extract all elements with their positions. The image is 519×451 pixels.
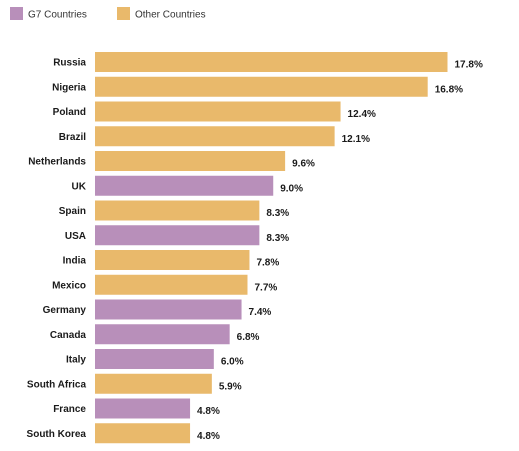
- category-label-germany: Germany: [43, 305, 87, 316]
- category-label-france: France: [53, 404, 86, 415]
- category-label-netherlands: Netherlands: [28, 157, 86, 168]
- category-label-mexico: Mexico: [52, 280, 86, 291]
- value-label-italy: 6.0%: [221, 357, 244, 368]
- category-label-russia: Russia: [53, 58, 86, 69]
- value-label-france: 4.8%: [197, 406, 220, 417]
- category-label-canada: Canada: [50, 330, 87, 341]
- category-label-italy: Italy: [66, 355, 86, 366]
- bar-south-korea: [95, 423, 191, 444]
- legend-swatch-g7: [10, 7, 23, 20]
- legend-label-other: Other Countries: [135, 10, 206, 21]
- legend-label-g7: G7 Countries: [28, 10, 87, 21]
- bar-russia: [95, 52, 448, 72]
- value-label-spain: 8.3%: [266, 208, 289, 219]
- bar-spain: [95, 200, 260, 221]
- bar-india: [95, 250, 250, 270]
- bar-germany: [95, 299, 242, 320]
- category-label-poland: Poland: [53, 107, 86, 118]
- value-label-russia: 17.8%: [455, 60, 483, 71]
- value-label-uk: 9.0%: [280, 183, 303, 194]
- value-label-india: 7.8%: [256, 258, 279, 269]
- value-label-south-korea: 4.8%: [197, 431, 220, 442]
- legend-swatch-other: [117, 7, 130, 20]
- value-label-poland: 12.4%: [348, 109, 376, 120]
- bar-canada: [95, 324, 230, 345]
- value-label-south-africa: 5.9%: [219, 381, 242, 392]
- category-label-south-africa: South Africa: [27, 379, 87, 390]
- value-label-netherlands: 9.6%: [292, 159, 315, 170]
- bar-mexico: [95, 274, 248, 295]
- bar-netherlands: [95, 151, 286, 171]
- bars-group: Russia 17.8% Nigeria 16.8% Poland 12.4% Brazil…: [27, 52, 483, 444]
- value-label-mexico: 7.7%: [254, 282, 277, 293]
- value-label-germany: 7.4%: [249, 307, 272, 318]
- bar-brazil: [95, 126, 335, 147]
- value-label-canada: 6.8%: [237, 332, 260, 343]
- category-label-spain: Spain: [59, 206, 86, 217]
- bar-france: [95, 398, 191, 419]
- bar-south-africa: [95, 373, 212, 394]
- category-label-india: India: [63, 256, 87, 267]
- category-label-uk: UK: [72, 181, 87, 192]
- value-label-brazil: 12.1%: [342, 134, 370, 145]
- bar-poland: [95, 101, 341, 122]
- value-label-nigeria: 16.8%: [435, 84, 463, 95]
- bar-usa: [95, 225, 260, 246]
- bar-uk: [95, 175, 274, 196]
- category-label-usa: USA: [65, 231, 86, 242]
- bar-nigeria: [95, 76, 428, 97]
- bar-italy: [95, 349, 214, 369]
- legend: G7 Countries Other Countries: [10, 7, 206, 21]
- category-label-south-korea: South Korea: [27, 429, 87, 440]
- category-label-nigeria: Nigeria: [52, 82, 86, 93]
- category-label-brazil: Brazil: [59, 132, 86, 143]
- value-label-usa: 8.3%: [266, 233, 289, 244]
